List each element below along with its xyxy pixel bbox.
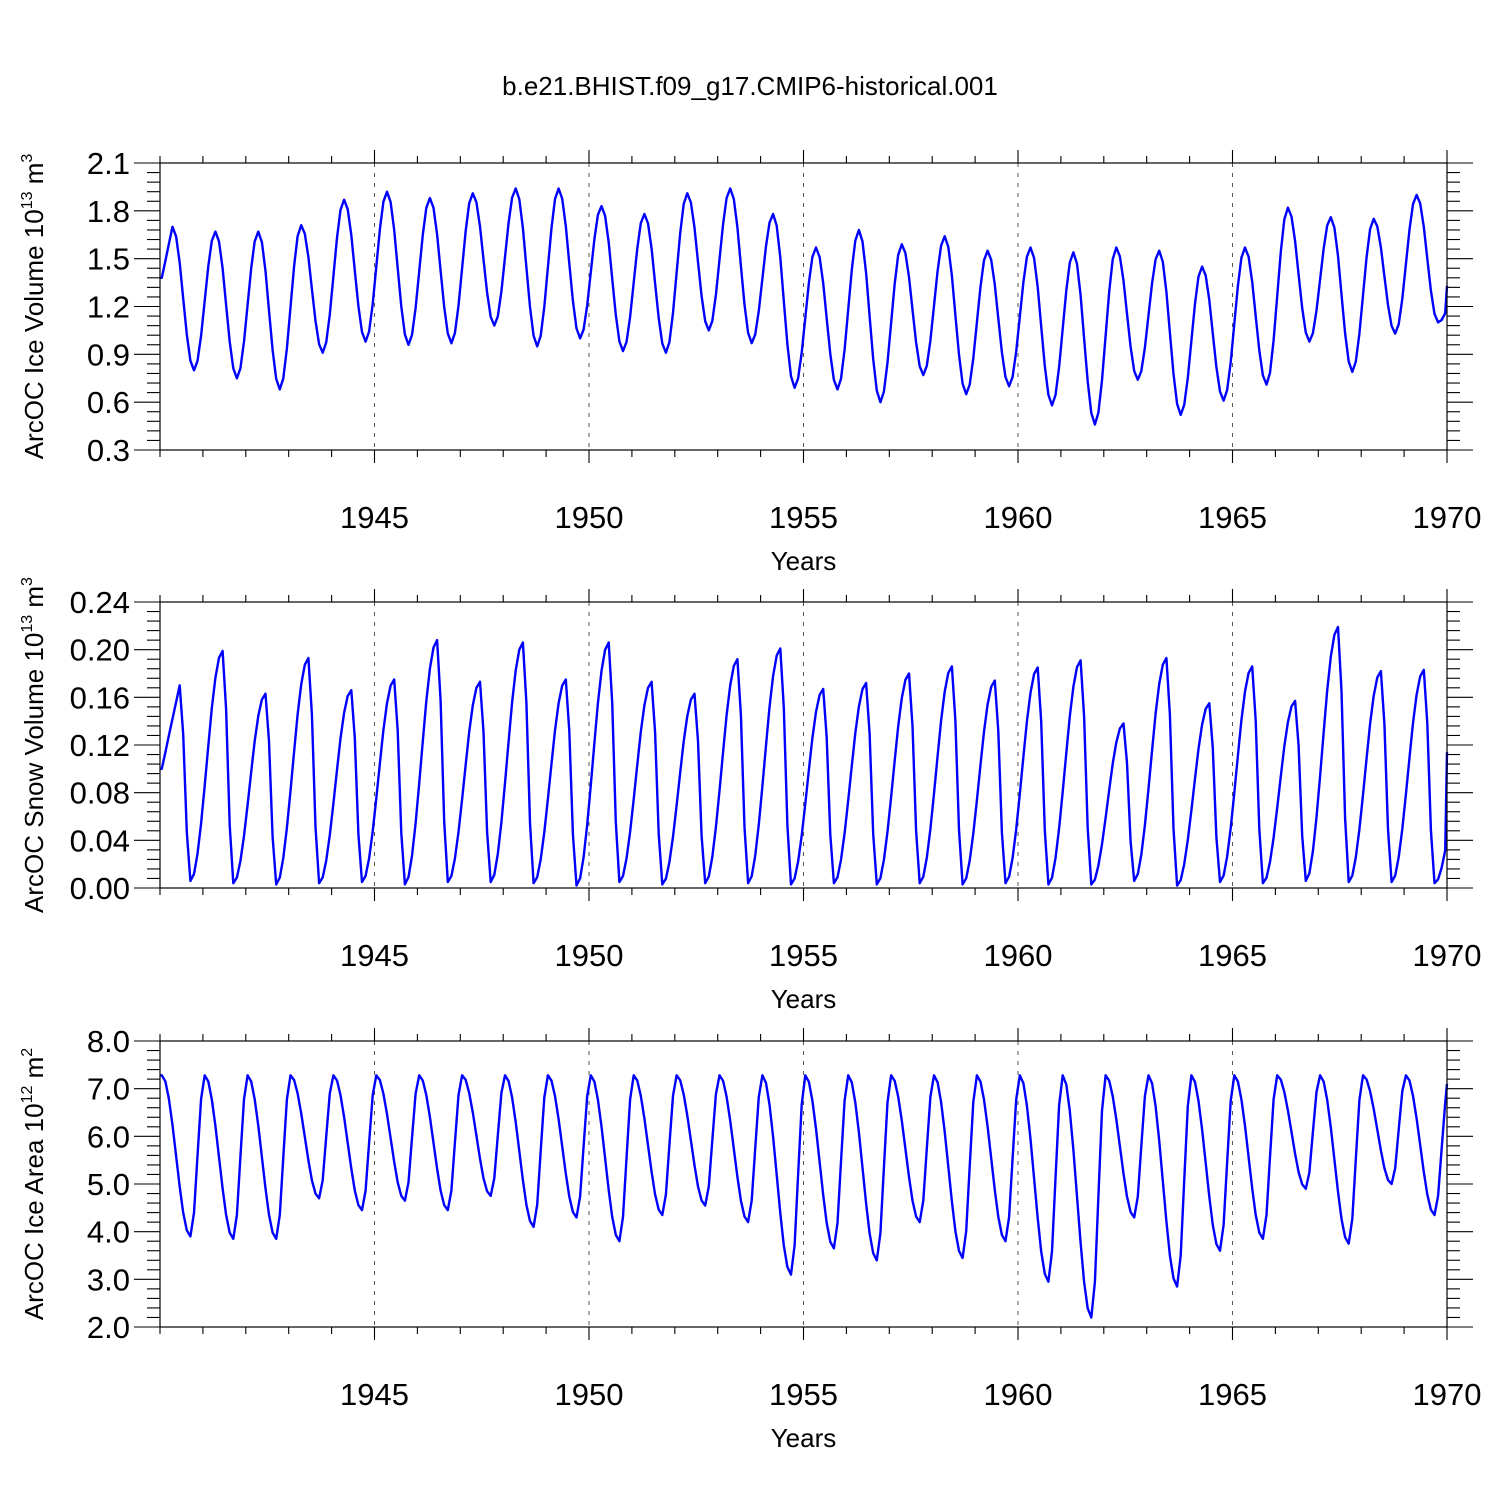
- x-tick-label: 1960: [984, 1377, 1053, 1412]
- x-axis-label: Years: [771, 1423, 837, 1453]
- snow-volume-panel: 1945 1950 1955 1960 1965 1970 0.00 0.04 0.08 0.12…: [19, 577, 1481, 1014]
- x-tick-label: 1970: [1413, 938, 1482, 973]
- x-axis-label: Years: [771, 984, 837, 1014]
- x-tick-label: 1950: [555, 1377, 624, 1412]
- y-tick-label: 0.08: [70, 776, 130, 811]
- x-tick-label: 1965: [1198, 938, 1267, 973]
- y-tick-label: 2.1: [87, 146, 130, 181]
- figure-title: b.e21.BHIST.f09_g17.CMIP6-historical.001: [502, 71, 998, 101]
- y-tick-label: 3.0: [87, 1262, 130, 1297]
- y-tick-label: 1.5: [87, 242, 130, 277]
- y-tick-label: 1.8: [87, 194, 130, 229]
- x-tick-label: 1955: [769, 1377, 838, 1412]
- y-tick-label: 0.3: [87, 433, 130, 468]
- x-tick-label: 1965: [1198, 1377, 1267, 1412]
- x-tick-label: 1970: [1413, 500, 1482, 535]
- x-tick-label: 1945: [340, 1377, 409, 1412]
- x-tick-label: 1945: [340, 938, 409, 973]
- y-tick-label: 0.00: [70, 871, 130, 906]
- ice-area-series-line: [160, 1074, 1449, 1319]
- x-tick-label: 1950: [555, 938, 624, 973]
- x-tick-label: 1955: [769, 500, 838, 535]
- x-tick-label: 1945: [340, 500, 409, 535]
- ice-volume-panel: 1945 1950 1955 1960 1965 1970 0.3 0.6 0.9 1.2 1.5 1…: [19, 146, 1481, 576]
- y-tick-label: 0.12: [70, 728, 130, 763]
- y-tick-label: 0.20: [70, 633, 130, 668]
- y-tick-label: 0.04: [70, 823, 130, 858]
- y-tick-label: 2.0: [87, 1310, 130, 1345]
- y-tick-label: 0.6: [87, 385, 130, 420]
- y-tick-label: 0.16: [70, 680, 130, 715]
- y-axis-label: ArcOC Ice Volume 1013 m3: [19, 154, 49, 460]
- y-axis-label: ArcOC Snow Volume 1013 m3: [19, 577, 49, 913]
- y-tick-label: 0.24: [70, 585, 130, 620]
- snow-volume-series-line: [160, 625, 1449, 887]
- y-tick-label: 6.0: [87, 1119, 130, 1154]
- y-tick-label: 8.0: [87, 1024, 130, 1059]
- y-tick-label: 7.0: [87, 1072, 130, 1107]
- y-tick-label: 1.2: [87, 290, 130, 325]
- x-tick-label: 1950: [555, 500, 624, 535]
- x-tick-label: 1960: [984, 500, 1053, 535]
- y-axis-label: ArcOC Ice Area 1012 m2: [19, 1048, 49, 1320]
- x-tick-label: 1970: [1413, 1377, 1482, 1412]
- y-tick-label: 0.9: [87, 337, 130, 372]
- x-tick-label: 1960: [984, 938, 1053, 973]
- ice-area-panel: 1945 1950 1955 1960 1965 1970 2.0 3.0 4.0 5.0 6.0 7…: [19, 1024, 1481, 1453]
- y-tick-label: 4.0: [87, 1215, 130, 1250]
- x-tick-label: 1955: [769, 938, 838, 973]
- ice-volume-series-line: [160, 187, 1449, 426]
- x-tick-label: 1965: [1198, 500, 1267, 535]
- y-tick-label: 5.0: [87, 1167, 130, 1202]
- x-axis-label: Years: [771, 546, 837, 576]
